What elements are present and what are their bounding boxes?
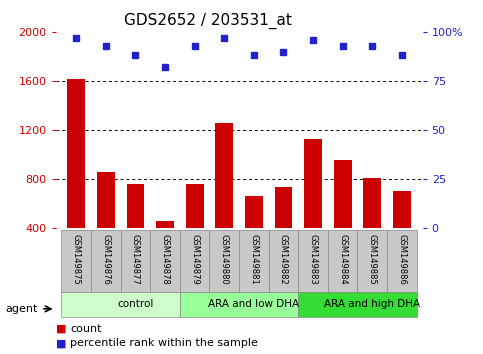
Text: agent: agent	[6, 304, 38, 314]
Bar	[239, 230, 269, 292]
Bar	[180, 230, 210, 292]
Text: GSM149875: GSM149875	[72, 234, 81, 285]
Bar	[357, 230, 387, 292]
Text: ARA and high DHA: ARA and high DHA	[324, 299, 420, 309]
Text: GSM149882: GSM149882	[279, 234, 288, 285]
Text: ARA and low DHA: ARA and low DHA	[208, 299, 299, 309]
Text: GSM149876: GSM149876	[101, 234, 111, 285]
Bar	[180, 292, 298, 317]
Text: GSM149884: GSM149884	[338, 234, 347, 285]
Text: ■: ■	[56, 338, 70, 348]
Bar	[127, 184, 144, 278]
Bar	[61, 230, 91, 292]
Text: GSM149885: GSM149885	[368, 234, 377, 285]
Bar	[245, 196, 263, 278]
Text: GSM149881: GSM149881	[249, 234, 258, 285]
Bar	[298, 292, 417, 317]
Text: GSM149880: GSM149880	[220, 234, 229, 285]
Bar	[387, 230, 417, 292]
Text: GSM149878: GSM149878	[160, 234, 170, 285]
Bar	[210, 230, 239, 292]
Bar	[334, 160, 352, 278]
Bar	[275, 187, 292, 278]
Text: ■: ■	[56, 324, 70, 333]
Bar	[61, 292, 180, 317]
Text: GDS2652 / 203531_at: GDS2652 / 203531_at	[124, 12, 292, 29]
Bar	[328, 230, 357, 292]
Bar	[215, 123, 233, 278]
Bar	[121, 230, 150, 292]
Bar	[68, 79, 85, 278]
Bar	[363, 178, 381, 278]
Bar	[393, 192, 411, 278]
Text: GSM149883: GSM149883	[309, 234, 318, 285]
Bar	[91, 230, 121, 292]
Bar	[150, 230, 180, 292]
Bar	[186, 184, 203, 278]
Bar	[97, 172, 115, 278]
Bar	[304, 139, 322, 278]
Bar	[156, 221, 174, 278]
Text: GSM149879: GSM149879	[190, 234, 199, 285]
Bar	[298, 230, 328, 292]
Bar	[269, 230, 298, 292]
Text: control: control	[117, 299, 154, 309]
Text: GSM149877: GSM149877	[131, 234, 140, 285]
Text: percentile rank within the sample: percentile rank within the sample	[70, 338, 258, 348]
Text: GSM149886: GSM149886	[398, 234, 406, 285]
Text: count: count	[70, 324, 101, 333]
